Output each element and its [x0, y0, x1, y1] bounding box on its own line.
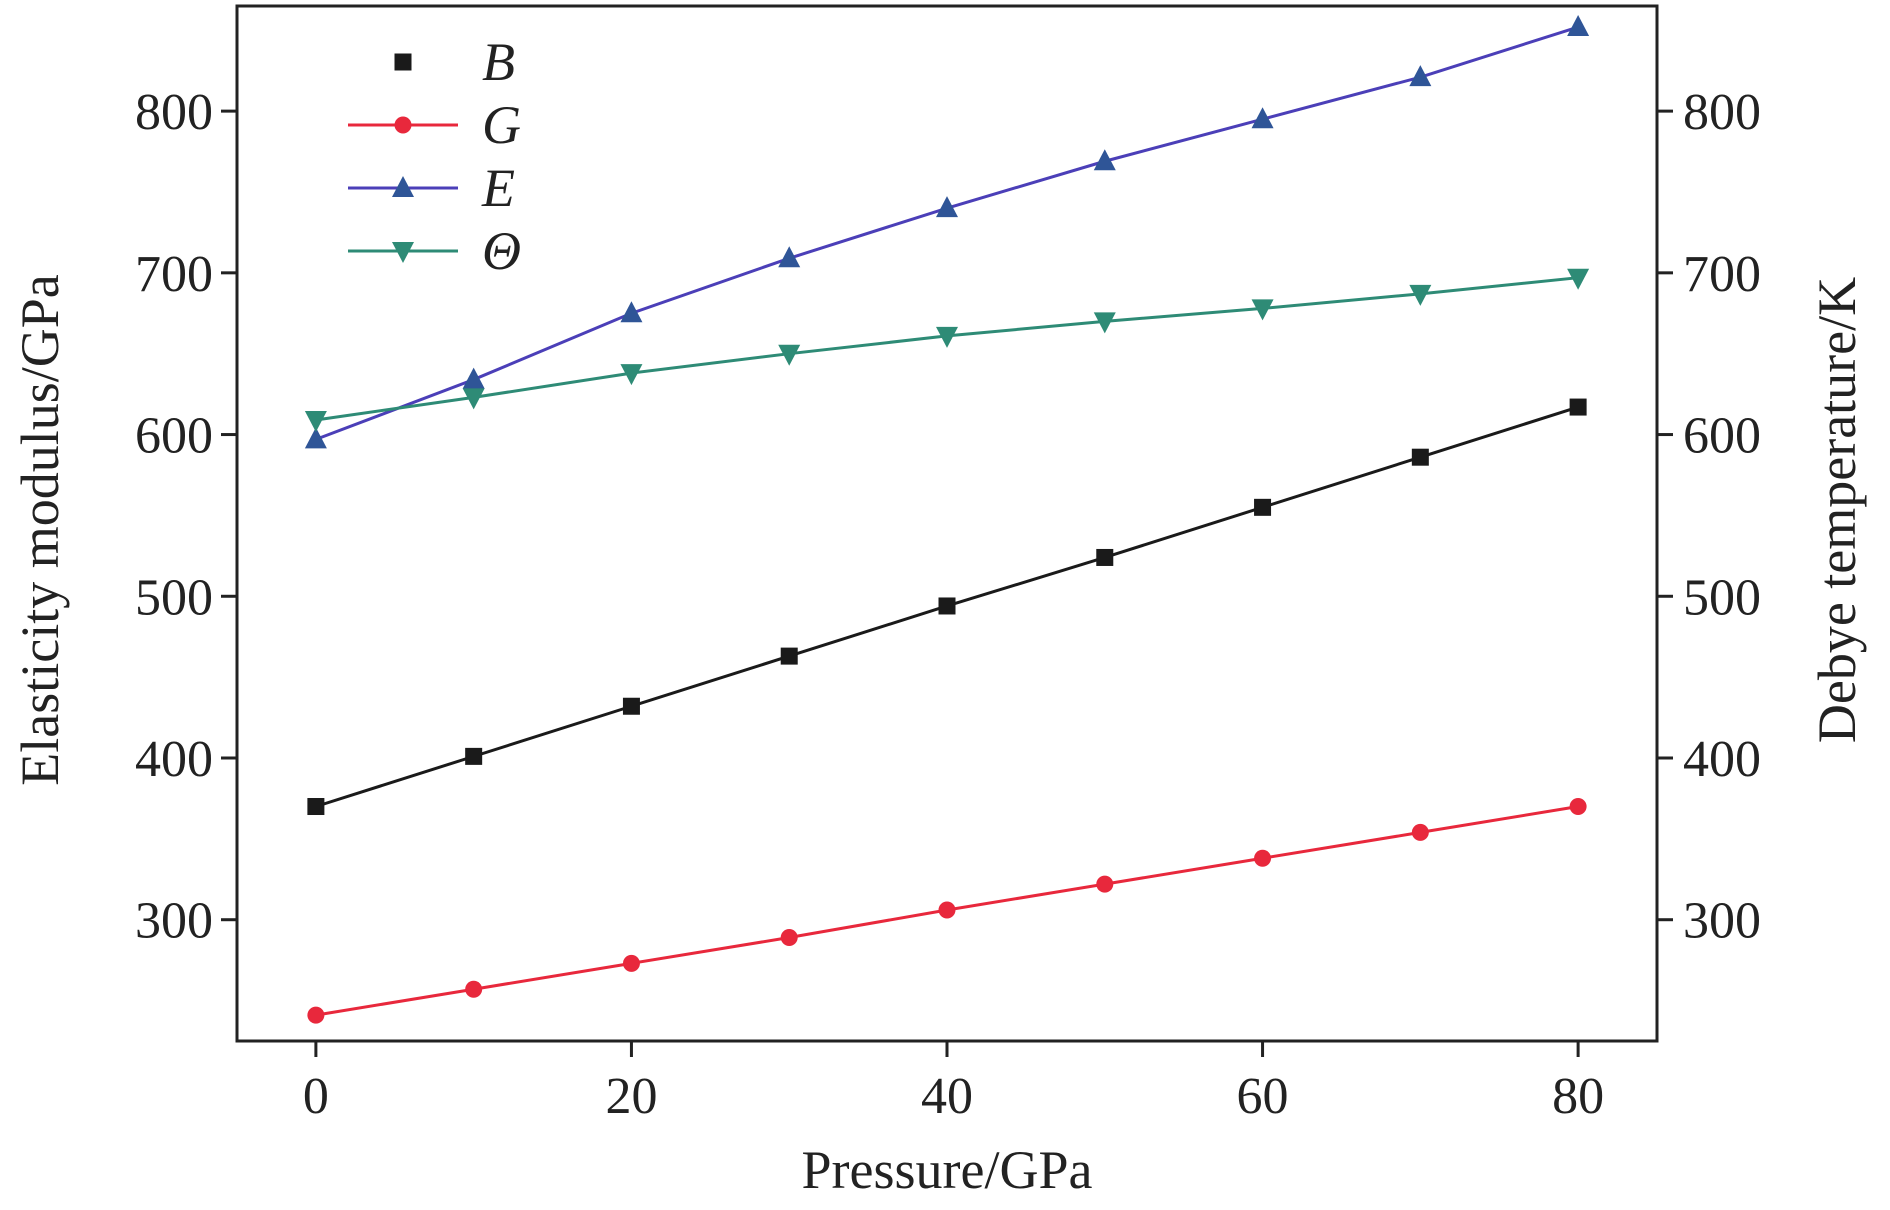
legend-marker: [392, 176, 414, 197]
y-axis-right-title: Debye temperature/K: [1807, 277, 1867, 743]
y-tick-label-left: 500: [135, 569, 213, 626]
y-tick-label-right: 300: [1683, 893, 1761, 950]
data-point-1: [1254, 849, 1272, 867]
data-point-1: [1569, 798, 1587, 816]
data-point-3: [1251, 299, 1274, 321]
data-point-1: [938, 901, 956, 919]
data-point-2: [1251, 107, 1274, 129]
data-point-0: [1096, 548, 1114, 566]
y-tick-label-right: 500: [1683, 569, 1761, 626]
data-point-3: [1093, 312, 1116, 334]
data-point-2: [778, 246, 801, 268]
data-point-3: [1567, 268, 1590, 290]
data-point-2: [1567, 15, 1590, 37]
y-tick-label-right: 800: [1683, 84, 1761, 141]
y-tick-label-left: 600: [135, 408, 213, 465]
data-point-3: [778, 344, 801, 366]
plot-frame: [235, 4, 1659, 1043]
y-tick-label-left: 700: [135, 246, 213, 303]
x-axis-ticks: 0 20 40 60 80: [303, 1041, 1604, 1125]
data-point-1: [1411, 823, 1429, 841]
series-line-3: [315, 276, 1579, 422]
series-markers: [304, 15, 1590, 1024]
data-point-2: [1093, 149, 1116, 171]
legend-marker: [394, 116, 412, 134]
y-tick-label-right: 600: [1683, 408, 1761, 465]
data-point-1: [465, 980, 483, 998]
x-tick-label: 0: [303, 1068, 329, 1125]
data-point-3: [620, 364, 643, 386]
data-point-0: [1569, 398, 1587, 416]
data-point-0: [307, 798, 325, 816]
data-point-1: [1096, 875, 1114, 893]
data-point-0: [1254, 498, 1272, 516]
data-point-2: [1409, 65, 1432, 87]
y-axis-right-ticks: 300 400 500 600 700 800: [1657, 84, 1761, 950]
legend-label: E: [481, 158, 515, 218]
legend-label: G: [482, 95, 521, 155]
legend-label: B: [482, 32, 515, 92]
data-point-3: [304, 411, 327, 432]
data-point-0: [938, 597, 956, 615]
y-axis-left-ticks: 300 400 500 600 700 800: [135, 84, 237, 950]
data-point-2: [620, 301, 643, 323]
y-tick-label-right: 400: [1683, 731, 1761, 788]
x-axis-title: Pressure/GPa: [802, 1140, 1093, 1200]
data-point-1: [780, 929, 798, 946]
y-tick-label-right: 700: [1683, 246, 1761, 303]
data-point-3: [936, 326, 958, 348]
data-point-0: [780, 647, 798, 665]
data-point-3: [1409, 284, 1432, 306]
data-point-0: [622, 697, 640, 715]
data-point-2: [304, 427, 327, 449]
data-point-3: [462, 388, 485, 410]
y-tick-label-left: 300: [135, 893, 213, 950]
legend-marker: [392, 242, 414, 263]
y-tick-label-left: 800: [135, 84, 213, 141]
data-point-2: [936, 196, 958, 218]
y-axis-left-title: Elasticity modulus/GPa: [10, 274, 70, 786]
x-tick-label: 80: [1552, 1068, 1604, 1125]
x-tick-label: 60: [1237, 1068, 1289, 1125]
data-point-0: [1411, 448, 1429, 466]
x-tick-label: 20: [605, 1068, 657, 1125]
data-point-1: [622, 954, 640, 972]
legend-label: Θ: [482, 221, 521, 281]
x-tick-label: 40: [921, 1068, 973, 1125]
y-tick-label-left: 400: [135, 731, 213, 788]
data-point-1: [307, 1006, 325, 1024]
data-point-0: [465, 747, 483, 765]
legend-marker: [394, 53, 412, 71]
data-point-2: [462, 367, 485, 389]
